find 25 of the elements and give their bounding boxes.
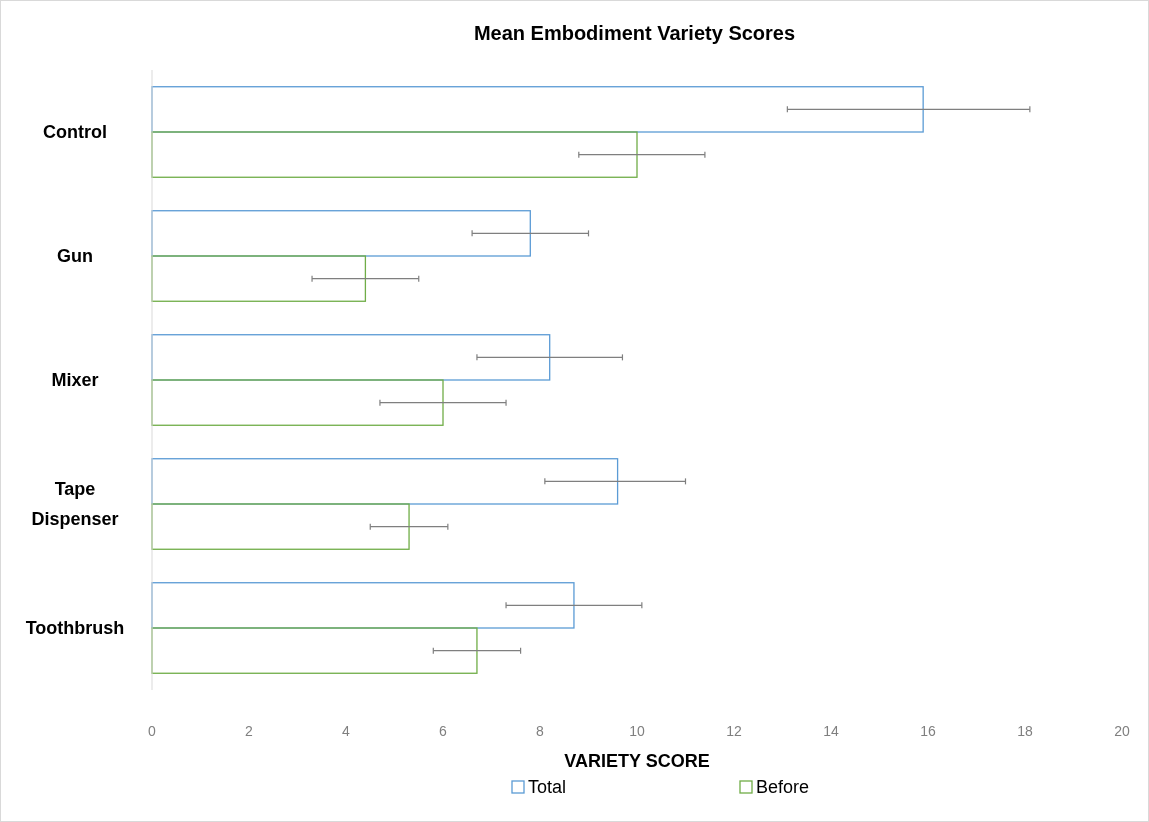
y-tick-label: Control bbox=[43, 122, 107, 142]
x-tick-label: 4 bbox=[342, 723, 351, 739]
x-tick-label: 0 bbox=[148, 723, 157, 739]
x-tick-label: 16 bbox=[920, 723, 936, 739]
bar bbox=[151, 255, 367, 302]
y-tick-label: Gun bbox=[57, 246, 93, 266]
bar bbox=[151, 379, 444, 426]
x-tick-label: 14 bbox=[823, 723, 839, 739]
x-tick-label: 20 bbox=[1114, 723, 1130, 739]
bar bbox=[151, 627, 478, 674]
x-tick-label: 18 bbox=[1017, 723, 1033, 739]
x-tick-label: 6 bbox=[439, 723, 448, 739]
x-axis-title: VARIETY SCORE bbox=[564, 751, 710, 771]
x-tick-label: 12 bbox=[726, 723, 742, 739]
bar bbox=[151, 131, 638, 178]
y-tick-label: Toothbrush bbox=[25, 618, 125, 638]
x-tick-label: 2 bbox=[245, 723, 254, 739]
y-tick-label: Tape Dispenser bbox=[31, 479, 119, 529]
legend-label: Before bbox=[756, 777, 810, 797]
bar bbox=[151, 503, 410, 550]
x-tick-label: 10 bbox=[629, 723, 645, 739]
x-tick-label: 8 bbox=[536, 723, 545, 739]
legend-label: Total bbox=[528, 777, 567, 797]
chart-title: Mean Embodiment Variety Scores bbox=[473, 22, 796, 44]
y-tick-label: Mixer bbox=[51, 370, 99, 390]
